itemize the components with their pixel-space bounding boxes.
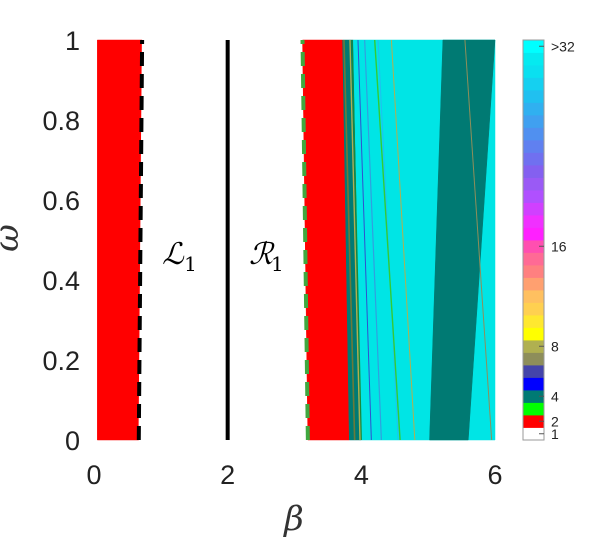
streak-7 xyxy=(349,39,361,441)
streak-5 xyxy=(374,39,401,441)
colorbar-level xyxy=(523,115,544,128)
colorbar-tick-label: 8 xyxy=(551,338,559,354)
colorbar-level xyxy=(523,315,544,328)
region-labels: ℒ 1 ℛ 1 xyxy=(162,237,284,276)
colorbar-level xyxy=(523,77,544,91)
y-tick-label: 0.8 xyxy=(42,106,80,136)
x-axis-label: β xyxy=(282,499,304,539)
colorbar-level xyxy=(523,190,544,203)
colorbar-level xyxy=(523,340,544,353)
y-axis-label: ω xyxy=(0,224,27,252)
x-tick-label: 6 xyxy=(487,460,502,490)
colorbar-ticks: 12 4 8 16 >32 xyxy=(539,38,575,442)
colorbar-level xyxy=(523,65,544,78)
colorbar-level xyxy=(523,277,544,291)
colorbar-level xyxy=(523,415,544,428)
colorbar-level xyxy=(523,127,544,141)
y-tick-label: 0.6 xyxy=(42,186,80,216)
streak-2 xyxy=(357,39,372,441)
region-0 xyxy=(97,39,143,441)
region-label-l1: ℒ xyxy=(162,237,185,272)
colorbar-level xyxy=(523,52,544,66)
colorbar-tick-label: 2 xyxy=(551,413,559,429)
colorbar-level xyxy=(523,90,544,103)
colorbar-level xyxy=(523,227,544,241)
boundary-lines xyxy=(136,39,310,441)
boundary-0 xyxy=(136,39,145,441)
region-5 xyxy=(429,39,496,441)
colorbar-level xyxy=(523,140,544,153)
colorbar-level xyxy=(523,240,544,253)
colorbar xyxy=(522,39,545,441)
colorbar-level xyxy=(523,365,544,378)
colorbar-level xyxy=(523,152,544,166)
colorbar-level xyxy=(523,252,544,266)
streak-8 xyxy=(464,39,493,441)
colorbar-tick-label: 16 xyxy=(551,238,567,254)
colorbar-level xyxy=(523,202,544,216)
colorbar-tick-label: 1 xyxy=(551,426,559,442)
streak-1 xyxy=(351,39,362,441)
colorbar-level xyxy=(523,302,544,316)
plot-area xyxy=(97,39,496,441)
colorbar-tick-label: >32 xyxy=(551,38,575,54)
colorbar-level xyxy=(523,377,544,391)
colorbar-level xyxy=(523,215,544,228)
chaotic-streaks xyxy=(343,39,493,441)
y-tick-label: 1 xyxy=(65,26,80,56)
colorbar-level xyxy=(523,390,544,403)
colorbar-level xyxy=(523,327,544,341)
region-label-r1: ℛ xyxy=(249,237,275,272)
x-tick-label: 2 xyxy=(220,460,235,490)
y-tick-label: 0.2 xyxy=(42,346,80,376)
x-tick-label: 0 xyxy=(86,460,101,490)
colorbar-level xyxy=(523,352,544,366)
x-tick-label: 4 xyxy=(354,460,369,490)
streak-0 xyxy=(343,39,356,441)
x-axis-ticks: 0 2 4 6 xyxy=(86,460,502,490)
colorbar-level xyxy=(523,290,544,303)
colorbar-level xyxy=(523,102,544,116)
region-label-r1-subscript: 1 xyxy=(271,252,284,276)
region-2 xyxy=(302,39,350,441)
colorbar-tick-label: 4 xyxy=(551,388,559,404)
colorbar-level xyxy=(523,265,544,278)
colorbar-level xyxy=(523,402,544,416)
colorbar-level xyxy=(523,40,544,53)
region-label-l1-subscript: 1 xyxy=(184,252,197,276)
colorbar-level xyxy=(523,427,544,441)
y-tick-label: 0.4 xyxy=(42,266,80,296)
colorbar-level xyxy=(523,165,544,178)
streak-6 xyxy=(390,39,416,441)
boundary-2 xyxy=(300,39,310,441)
y-axis-ticks: 0 0.2 0.4 0.6 0.8 1 xyxy=(42,26,80,456)
colorbar-level xyxy=(523,177,544,191)
streak-3 xyxy=(364,39,382,441)
colorbar-frame xyxy=(522,39,545,441)
y-tick-label: 0 xyxy=(65,426,80,456)
